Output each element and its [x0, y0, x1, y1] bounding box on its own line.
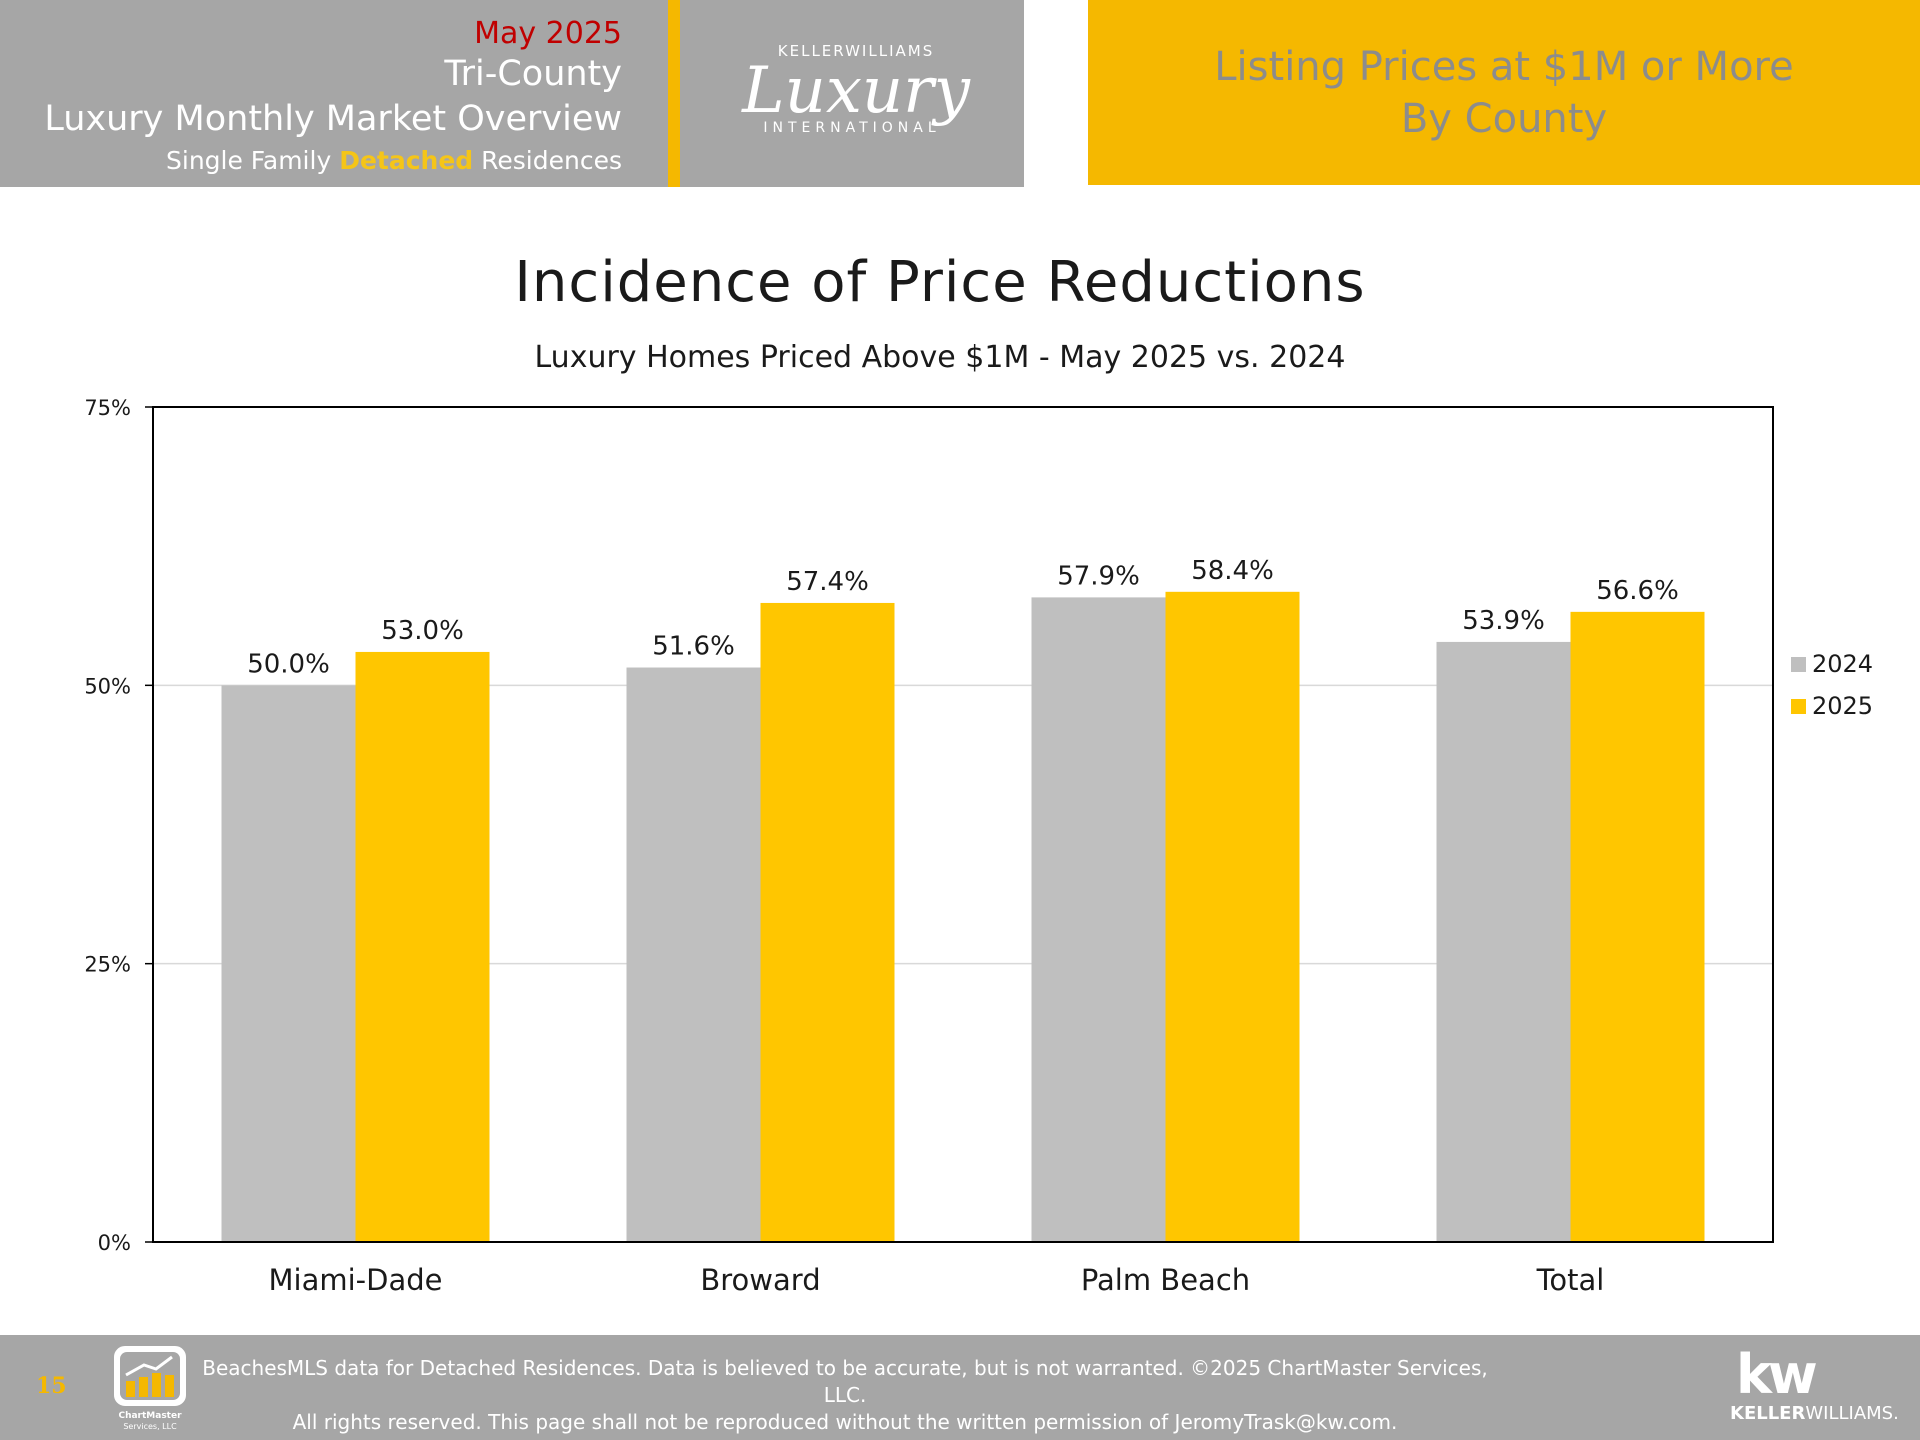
chartmaster-logo-bar	[126, 1381, 135, 1397]
y-tick-label: 50%	[84, 674, 131, 698]
y-tick-label: 25%	[84, 953, 131, 977]
y-tick-label: 0%	[98, 1231, 131, 1255]
x-category-label: Broward	[700, 1263, 820, 1297]
chartmaster-logo-bar	[152, 1373, 161, 1397]
section-title-line2: By County	[1400, 95, 1608, 142]
logo-script-text: Luxury	[741, 54, 971, 128]
data-label: 53.9%	[1462, 606, 1545, 636]
footer-line1: BeachesMLS data for Detached Residences.…	[202, 1356, 1488, 1407]
bar-2024	[1031, 597, 1166, 1242]
data-label: 57.4%	[786, 567, 869, 597]
subtitle-highlight: Detached	[339, 146, 474, 175]
chart-subtitle: Luxury Homes Priced Above $1M - May 2025…	[534, 340, 1346, 375]
legend-swatch-2024	[1791, 657, 1806, 672]
kw-luxury-logo: KELLERWILLIAMS Luxury INTERNATIONAL	[680, 0, 1024, 187]
report-subtitle: Single Family Detached Residences	[44, 142, 622, 180]
section-title-line1: Listing Prices at $1M or More	[1214, 43, 1794, 90]
header-left-panel: May 2025 Tri-County Luxury Monthly Marke…	[0, 0, 668, 187]
report-name: Luxury Monthly Market Overview	[44, 99, 622, 139]
bar-2024	[221, 685, 356, 1242]
report-date: May 2025	[474, 16, 622, 51]
bar-chart: 0% 25% 50% 75% 50.0% 53.0% Miami-Dade 51.6% 57.4…	[84, 396, 1873, 1297]
data-label: 57.9%	[1057, 561, 1140, 591]
chartmaster-logo-name: ChartMaster	[118, 1411, 182, 1421]
header-divider	[668, 0, 680, 187]
data-label: 58.4%	[1191, 556, 1274, 586]
header-text-block: May 2025 Tri-County Luxury Monthly Marke…	[44, 16, 622, 180]
footer-bar: 15 ChartMaster Services, LLC BeachesMLS …	[0, 1335, 1920, 1440]
x-category-label: Palm Beach	[1081, 1263, 1250, 1297]
logo-top-text: KELLERWILLIAMS	[778, 42, 934, 60]
kw-name-bold: KELLER	[1730, 1403, 1806, 1424]
chartmaster-logo-bar	[139, 1377, 148, 1397]
bar-2024	[626, 667, 761, 1242]
bar-2024	[1436, 641, 1571, 1242]
kw-name: KELLERWILLIAMS.	[1730, 1403, 1910, 1425]
keller-williams-logo: kw KELLERWILLIAMS.	[1730, 1347, 1910, 1435]
legend-swatch-2025	[1791, 699, 1806, 714]
logo-bottom-text: INTERNATIONAL	[763, 120, 940, 136]
kw-name-rest: WILLIAMS.	[1805, 1403, 1899, 1424]
kw-luxury-logo-graphic: KELLERWILLIAMS Luxury INTERNATIONAL	[741, 42, 971, 136]
subtitle-suffix: Residences	[473, 146, 622, 175]
x-category-label: Miami-Dade	[269, 1263, 443, 1297]
chart-title: Incidence of Price Reductions	[514, 250, 1366, 315]
section-title-panel: Listing Prices at $1M or More By County	[1088, 0, 1920, 185]
bar-2025	[1570, 611, 1705, 1242]
legend-label: 2024	[1812, 650, 1873, 678]
chartmaster-logo-trend-icon	[125, 1355, 173, 1377]
data-label: 50.0%	[247, 649, 330, 679]
kw-mark: kw	[1736, 1343, 1818, 1406]
footer-line2: All rights reserved. This page shall not…	[292, 1410, 1398, 1434]
legend-label: 2025	[1812, 692, 1873, 720]
footer-disclaimer: BeachesMLS data for Detached Residences.…	[200, 1355, 1490, 1436]
data-label: 53.0%	[381, 616, 464, 646]
report-region: Tri-County	[444, 54, 622, 94]
bar-2025	[760, 602, 895, 1242]
x-category-label: Total	[1536, 1263, 1605, 1297]
bar-2025	[1165, 591, 1300, 1242]
plot-frame	[152, 406, 1774, 1243]
chartmaster-logo-bar	[165, 1375, 174, 1397]
data-label: 51.6%	[652, 632, 735, 662]
chartmaster-logo-sub: Services, LLC	[123, 1422, 177, 1431]
bar-2025	[355, 651, 490, 1242]
chartmaster-logo: ChartMaster Services, LLC	[114, 1346, 186, 1431]
y-tick-label: 75%	[84, 396, 131, 420]
data-label: 56.6%	[1596, 576, 1679, 606]
subtitle-prefix: Single Family	[166, 146, 340, 175]
page-number: 15	[36, 1373, 67, 1399]
